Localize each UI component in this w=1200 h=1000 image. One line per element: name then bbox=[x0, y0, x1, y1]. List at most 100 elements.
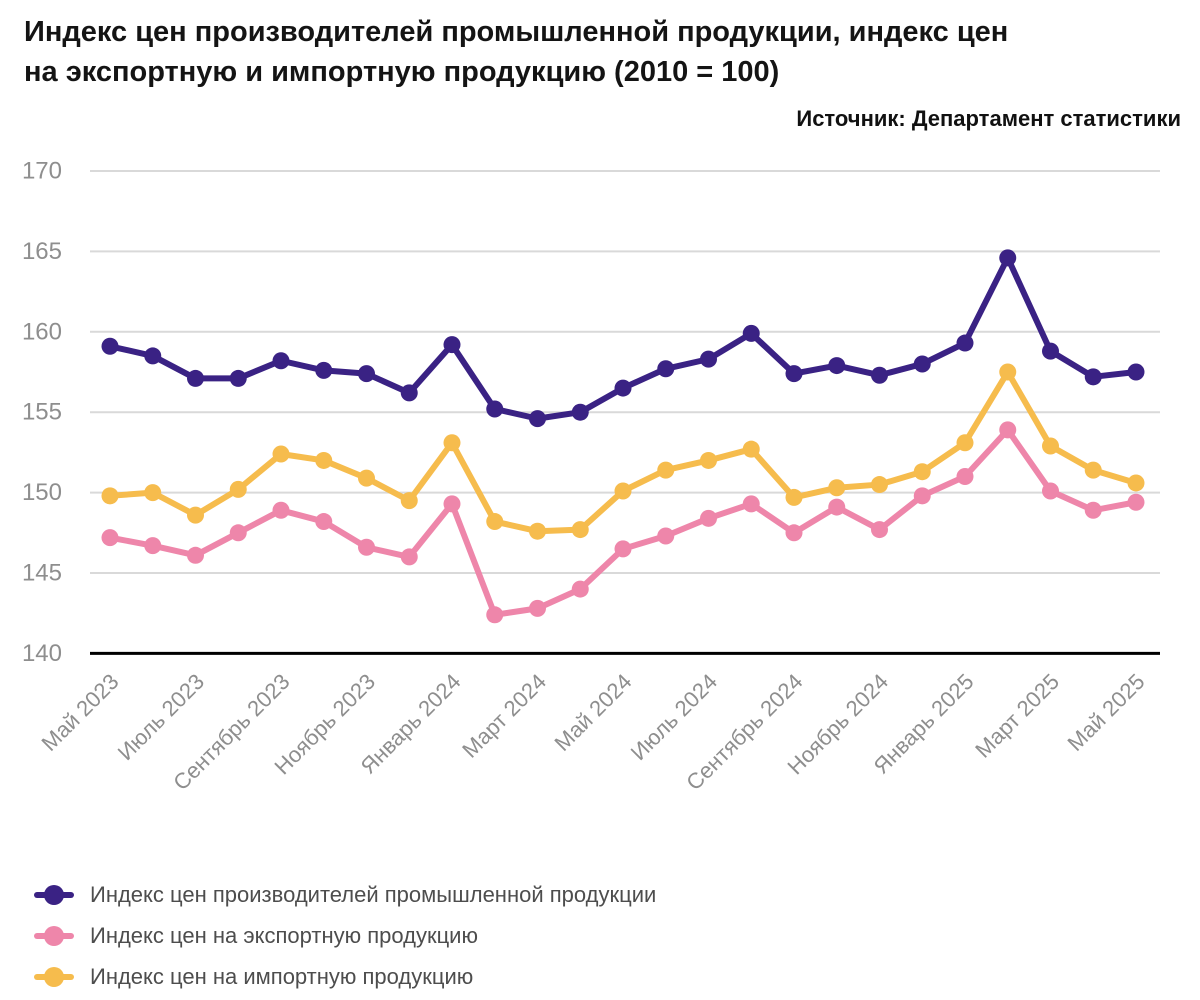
data-point-s0-Март 2024[interactable] bbox=[529, 410, 546, 428]
data-point-s1-Февраль 2024[interactable] bbox=[486, 606, 504, 624]
data-point-s2-Ноябрь 2024[interactable] bbox=[871, 476, 888, 494]
data-point-s2-Апрель 2024[interactable] bbox=[571, 521, 589, 539]
data-point-s2-Декабрь 2023[interactable] bbox=[400, 492, 418, 510]
data-point-s2-Июль 2024[interactable] bbox=[700, 451, 717, 469]
data-point-s2-Август 2024[interactable] bbox=[742, 440, 760, 458]
legend-item-export[interactable]: Индекс цен на экспортную продукцию bbox=[34, 915, 656, 956]
data-point-s0-Декабрь 2023[interactable] bbox=[400, 384, 418, 402]
data-point-s1-Июль 2023[interactable] bbox=[187, 546, 204, 564]
legend-label-export: Индекс цен на экспортную продукцию bbox=[90, 922, 478, 948]
data-point-s2-Март 2024[interactable] bbox=[529, 522, 546, 540]
data-point-s2-Июль 2023[interactable] bbox=[187, 506, 204, 524]
data-point-s0-Июнь 2023[interactable] bbox=[144, 347, 162, 365]
data-point-s1-Ноябрь 2023[interactable] bbox=[358, 538, 375, 556]
data-point-s1-Январь 2025[interactable] bbox=[956, 468, 974, 486]
source-note: Источник: Департамент статистики bbox=[796, 106, 1181, 131]
legend-marker-import-icon bbox=[34, 966, 74, 987]
legend-marker-ppi-icon bbox=[34, 884, 74, 905]
legend: Индекс цен производителей промышленной п… bbox=[34, 874, 656, 997]
data-point-s0-Февраль 2025[interactable] bbox=[999, 249, 1017, 267]
data-point-s1-Май 2025[interactable] bbox=[1127, 493, 1145, 511]
x-tick-label-23: Март 2025 bbox=[970, 669, 1064, 763]
data-point-s0-Ноябрь 2024[interactable] bbox=[871, 366, 888, 384]
data-point-s1-Май 2024[interactable] bbox=[614, 540, 632, 558]
data-point-s1-Октябрь 2023[interactable] bbox=[315, 513, 333, 531]
chart-title-line1: Индекс цен производителей промышленной п… bbox=[24, 16, 1009, 48]
data-point-s2-Май 2023[interactable] bbox=[101, 487, 119, 505]
data-point-s2-Август 2023[interactable] bbox=[229, 480, 247, 498]
data-point-s1-Октябрь 2024[interactable] bbox=[828, 498, 846, 516]
data-point-s2-Май 2024[interactable] bbox=[614, 482, 632, 500]
data-point-s0-Октябрь 2023[interactable] bbox=[315, 361, 333, 379]
data-point-s0-Август 2024[interactable] bbox=[742, 324, 760, 342]
data-point-s0-Март 2025[interactable] bbox=[1042, 342, 1059, 360]
data-point-s1-Август 2024[interactable] bbox=[742, 495, 760, 513]
x-tick-label-1: Май 2023 bbox=[36, 669, 123, 756]
data-point-s0-Июнь 2024[interactable] bbox=[657, 360, 675, 378]
data-point-s1-Февраль 2025[interactable] bbox=[999, 421, 1017, 439]
data-point-s0-Сентябрь 2023[interactable] bbox=[272, 352, 290, 370]
y-tick-label-140: 140 bbox=[22, 640, 62, 667]
legend-item-import[interactable]: Индекс цен на импортную продукцию bbox=[34, 956, 656, 997]
data-point-s2-Февраль 2024[interactable] bbox=[486, 513, 504, 531]
data-point-s0-Сентябрь 2024[interactable] bbox=[785, 365, 803, 383]
data-point-s2-Ноябрь 2023[interactable] bbox=[358, 469, 375, 487]
data-point-s0-Ноябрь 2023[interactable] bbox=[358, 365, 375, 383]
data-point-s2-Апрель 2025[interactable] bbox=[1084, 461, 1102, 479]
data-point-s1-Апрель 2025[interactable] bbox=[1084, 501, 1102, 519]
y-tick-label-170: 170 bbox=[22, 158, 62, 185]
data-point-s2-Сентябрь 2024[interactable] bbox=[785, 488, 803, 506]
legend-label-import: Индекс цен на импортную продукцию bbox=[90, 963, 474, 989]
data-point-s1-Июнь 2024[interactable] bbox=[657, 527, 675, 545]
data-point-s0-Июль 2023[interactable] bbox=[187, 369, 204, 387]
data-point-s2-Июнь 2024[interactable] bbox=[657, 461, 675, 479]
data-point-s1-Август 2023[interactable] bbox=[229, 524, 247, 542]
chart-title: Индекс цен производителей промышленной п… bbox=[24, 12, 1184, 92]
chart-title-line2: на экспортную и импортную продукцию (201… bbox=[24, 56, 780, 89]
data-point-s0-Май 2024[interactable] bbox=[614, 379, 632, 397]
data-point-s0-Декабрь 2024[interactable] bbox=[913, 355, 931, 373]
x-tick-label-13: Май 2024 bbox=[549, 669, 636, 756]
legend-item-ppi[interactable]: Индекс цен производителей промышленной п… bbox=[34, 874, 656, 915]
data-point-s0-Февраль 2024[interactable] bbox=[486, 400, 504, 418]
data-point-s2-Декабрь 2024[interactable] bbox=[913, 463, 931, 481]
data-point-s0-Май 2025[interactable] bbox=[1127, 363, 1145, 381]
data-point-s1-Декабрь 2024[interactable] bbox=[913, 487, 931, 505]
legend-label-ppi: Индекс цен производителей промышленной п… bbox=[90, 881, 657, 907]
data-point-s2-Февраль 2025[interactable] bbox=[999, 363, 1017, 381]
data-point-s1-Сентябрь 2024[interactable] bbox=[785, 524, 803, 542]
data-point-s1-Сентябрь 2023[interactable] bbox=[272, 501, 290, 519]
data-point-s0-Апрель 2025[interactable] bbox=[1084, 368, 1102, 386]
data-point-s1-Июль 2024[interactable] bbox=[700, 509, 717, 527]
data-point-s2-Октябрь 2024[interactable] bbox=[828, 479, 846, 497]
x-tick-label-11: Март 2024 bbox=[457, 669, 551, 763]
data-point-s0-Январь 2025[interactable] bbox=[956, 334, 974, 352]
legend-marker-export-icon bbox=[34, 925, 74, 946]
x-tick-label-25: Май 2025 bbox=[1062, 669, 1149, 756]
data-point-s2-Март 2025[interactable] bbox=[1042, 437, 1059, 455]
data-point-s0-Январь 2024[interactable] bbox=[443, 336, 461, 354]
data-point-s0-Май 2023[interactable] bbox=[101, 337, 119, 355]
data-point-s1-Декабрь 2023[interactable] bbox=[400, 548, 418, 566]
data-point-s1-Май 2023[interactable] bbox=[101, 529, 119, 547]
data-point-s0-Август 2023[interactable] bbox=[229, 369, 247, 387]
data-point-s2-Июнь 2023[interactable] bbox=[144, 484, 162, 502]
data-point-s1-Март 2024[interactable] bbox=[529, 599, 546, 617]
data-point-s2-Октябрь 2023[interactable] bbox=[315, 451, 333, 469]
y-tick-label-155: 155 bbox=[22, 399, 62, 426]
data-point-s2-Январь 2024[interactable] bbox=[443, 434, 461, 452]
data-point-s2-Сентябрь 2023[interactable] bbox=[272, 445, 290, 463]
data-point-s0-Апрель 2024[interactable] bbox=[571, 403, 589, 421]
data-point-s0-Июль 2024[interactable] bbox=[700, 350, 717, 368]
data-point-s1-Июнь 2023[interactable] bbox=[144, 537, 162, 555]
data-point-s2-Январь 2025[interactable] bbox=[956, 434, 974, 452]
data-point-s1-Март 2025[interactable] bbox=[1042, 482, 1059, 500]
data-point-s1-Апрель 2024[interactable] bbox=[571, 580, 589, 598]
data-point-s0-Октябрь 2024[interactable] bbox=[828, 357, 846, 375]
data-point-s1-Январь 2024[interactable] bbox=[443, 495, 461, 513]
y-tick-label-165: 165 bbox=[22, 238, 62, 265]
data-point-s1-Ноябрь 2024[interactable] bbox=[871, 521, 888, 539]
data-point-s2-Май 2025[interactable] bbox=[1127, 474, 1145, 492]
